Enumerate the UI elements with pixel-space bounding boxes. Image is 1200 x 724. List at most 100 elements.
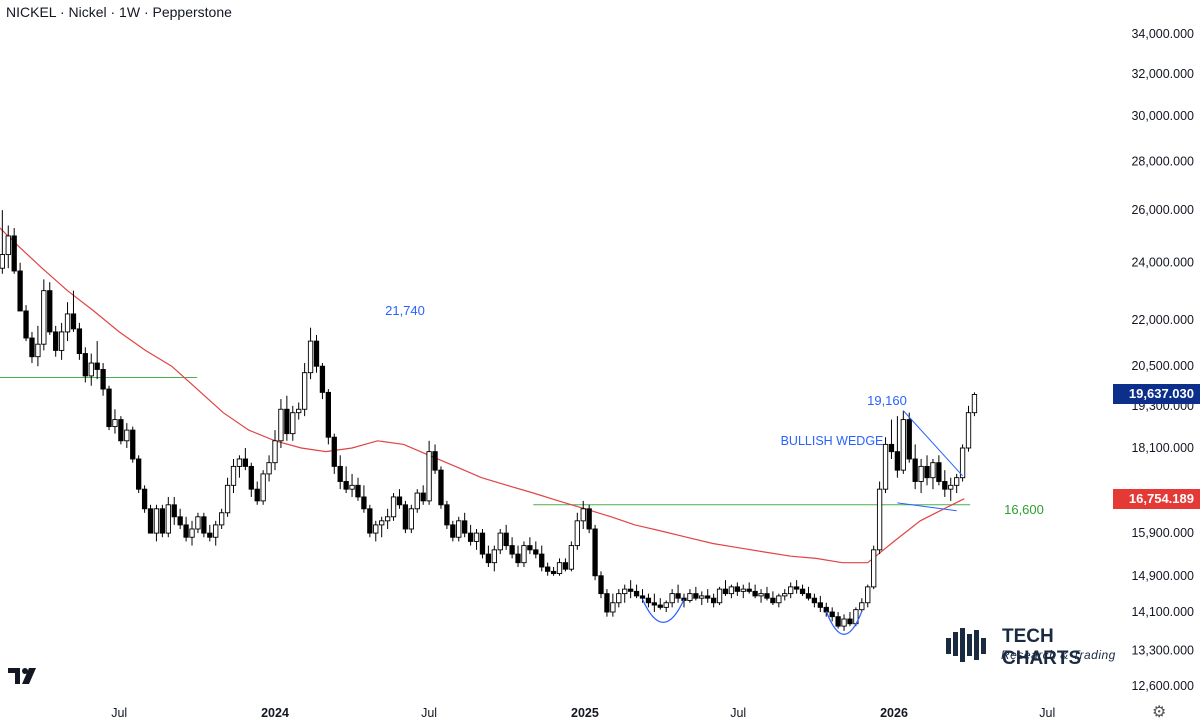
candle[interactable]: [847, 612, 853, 627]
candle[interactable]: [627, 580, 634, 599]
candle[interactable]: [230, 458, 237, 494]
candle[interactable]: [124, 423, 130, 449]
candle[interactable]: [82, 347, 88, 383]
candle[interactable]: [349, 473, 355, 497]
candle[interactable]: [948, 477, 954, 501]
candle[interactable]: [936, 455, 942, 486]
candle[interactable]: [58, 322, 65, 360]
candle[interactable]: [740, 584, 746, 599]
candle[interactable]: [669, 589, 675, 608]
candle[interactable]: [473, 528, 480, 550]
candle[interactable]: [876, 481, 883, 555]
rounded-bottom-arc[interactable]: [825, 611, 863, 635]
wedge-lower-line[interactable]: [897, 502, 957, 512]
candle[interactable]: [539, 545, 545, 572]
candle[interactable]: [782, 589, 788, 601]
candle[interactable]: [384, 508, 391, 529]
candle[interactable]: [622, 584, 628, 603]
candle[interactable]: [497, 528, 503, 555]
candle[interactable]: [894, 416, 901, 478]
candle[interactable]: [207, 524, 213, 542]
gear-icon[interactable]: ⚙: [1152, 704, 1167, 721]
candle[interactable]: [307, 327, 314, 380]
candle[interactable]: [165, 496, 171, 538]
candle[interactable]: [882, 437, 889, 494]
candle[interactable]: [651, 593, 658, 612]
candle[interactable]: [118, 416, 124, 445]
candle[interactable]: [337, 455, 343, 490]
candle[interactable]: [141, 485, 148, 513]
candle[interactable]: [965, 405, 972, 452]
candle[interactable]: [367, 504, 373, 538]
candle[interactable]: [633, 584, 640, 599]
candle[interactable]: [586, 504, 592, 534]
candle[interactable]: [829, 607, 835, 622]
candle[interactable]: [219, 508, 225, 529]
candle[interactable]: [752, 584, 758, 599]
candle[interactable]: [94, 341, 100, 380]
candle[interactable]: [266, 455, 272, 482]
candle[interactable]: [450, 520, 456, 542]
candle[interactable]: [675, 584, 681, 603]
candle[interactable]: [379, 516, 385, 538]
candle[interactable]: [503, 524, 509, 550]
candle[interactable]: [657, 598, 663, 610]
candle[interactable]: [521, 541, 527, 568]
candle[interactable]: [556, 558, 563, 576]
candle[interactable]: [456, 516, 462, 542]
candle[interactable]: [604, 589, 610, 617]
symbol-title[interactable]: NICKEL · Nickel · 1W · Pepperstone: [6, 4, 232, 20]
candle[interactable]: [290, 405, 296, 441]
tradingview-logo-icon[interactable]: [8, 668, 40, 692]
candle[interactable]: [728, 584, 735, 599]
candle[interactable]: [254, 481, 260, 505]
candle[interactable]: [918, 458, 924, 494]
candle[interactable]: [722, 580, 729, 596]
candle[interactable]: [319, 363, 326, 400]
candle[interactable]: [574, 512, 580, 550]
candle[interactable]: [408, 504, 414, 534]
candle[interactable]: [373, 520, 379, 542]
candle[interactable]: [213, 520, 219, 546]
candle[interactable]: [236, 455, 243, 478]
candle[interactable]: [811, 593, 818, 608]
candle[interactable]: [562, 558, 569, 572]
candle[interactable]: [734, 582, 740, 596]
candle[interactable]: [70, 290, 77, 332]
candle[interactable]: [693, 586, 699, 601]
candle[interactable]: [159, 504, 166, 538]
candle[interactable]: [793, 580, 800, 594]
candle[interactable]: [153, 504, 160, 542]
candle[interactable]: [88, 353, 94, 386]
candle[interactable]: [924, 455, 930, 486]
candle[interactable]: [610, 593, 616, 617]
candle[interactable]: [0, 210, 5, 274]
candle[interactable]: [663, 600, 669, 612]
candle[interactable]: [224, 477, 231, 517]
candle[interactable]: [930, 458, 936, 490]
candle[interactable]: [76, 322, 83, 360]
candle[interactable]: [865, 584, 871, 608]
candle[interactable]: [100, 363, 106, 396]
candle[interactable]: [841, 614, 847, 631]
candle[interactable]: [438, 466, 444, 509]
candle[interactable]: [746, 582, 752, 594]
candle[interactable]: [189, 520, 195, 546]
candle[interactable]: [805, 586, 812, 601]
candle[interactable]: [776, 593, 782, 608]
candle[interactable]: [710, 593, 717, 608]
candle[interactable]: [959, 444, 966, 482]
candle[interactable]: [17, 262, 23, 312]
candle[interactable]: [770, 591, 776, 606]
candle[interactable]: [568, 541, 575, 572]
candle[interactable]: [592, 524, 598, 581]
candle[interactable]: [699, 591, 705, 606]
candle[interactable]: [545, 562, 551, 576]
candle[interactable]: [201, 512, 207, 538]
candle[interactable]: [112, 409, 118, 434]
candle[interactable]: [616, 589, 622, 608]
candle[interactable]: [171, 496, 177, 525]
candle[interactable]: [444, 500, 450, 529]
candle[interactable]: [284, 395, 290, 441]
